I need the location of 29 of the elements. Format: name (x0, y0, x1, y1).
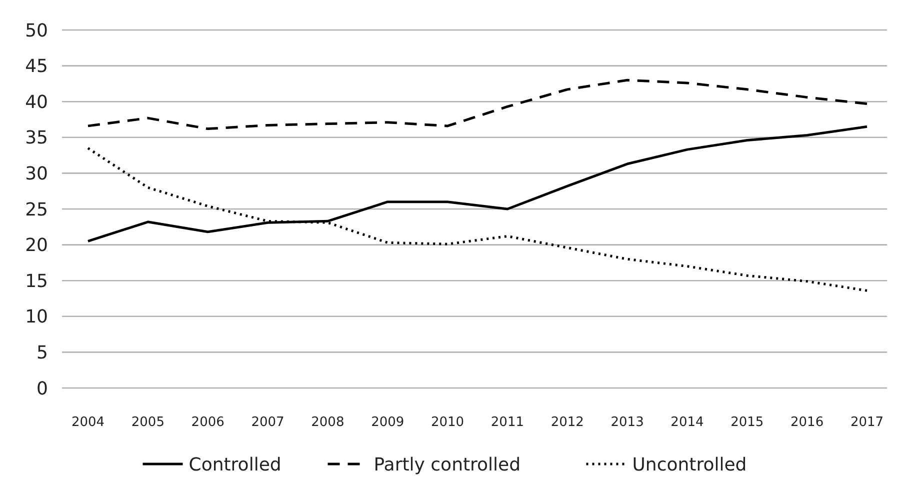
x-tick-label: 2016 (790, 415, 824, 430)
y-tick-label: 50 (25, 20, 48, 42)
y-tick-label: 15 (25, 270, 48, 292)
y-tick-label: 10 (25, 306, 48, 328)
line-series (86, 78, 868, 130)
y-tick-label: 5 (36, 342, 48, 364)
x-tick-label: 2004 (71, 415, 105, 430)
x-tick-label: 2013 (610, 415, 644, 430)
x-tick-label: 2014 (670, 415, 704, 430)
x-tick-label: 2007 (251, 415, 284, 430)
x-tick-label: 2009 (371, 415, 404, 430)
legend-label: Controlled (188, 454, 282, 476)
x-tick-label: 2012 (550, 415, 584, 430)
x-tick-label: 2008 (311, 415, 344, 430)
y-tick-label: 30 (25, 164, 48, 184)
x-tick-label: 2015 (730, 415, 764, 430)
x-tick-label: 2005 (131, 415, 164, 430)
legend-label: Partly controlled (374, 454, 521, 476)
y-tick-label: 25 (25, 199, 48, 220)
y-tick-label: 40 (25, 92, 48, 113)
legend-label: Uncontrolled (632, 454, 747, 476)
y-tick-label: 45 (25, 56, 48, 78)
y-tick-label: 20 (25, 235, 48, 256)
y-tick-label: 0 (36, 378, 48, 400)
x-tick-label: 2017 (850, 415, 884, 430)
y-tick-label: 35 (25, 128, 48, 149)
x-tick-label: 2006 (191, 415, 224, 430)
x-tick-label: 2011 (490, 415, 524, 430)
x-tick-label: 2010 (430, 415, 464, 430)
